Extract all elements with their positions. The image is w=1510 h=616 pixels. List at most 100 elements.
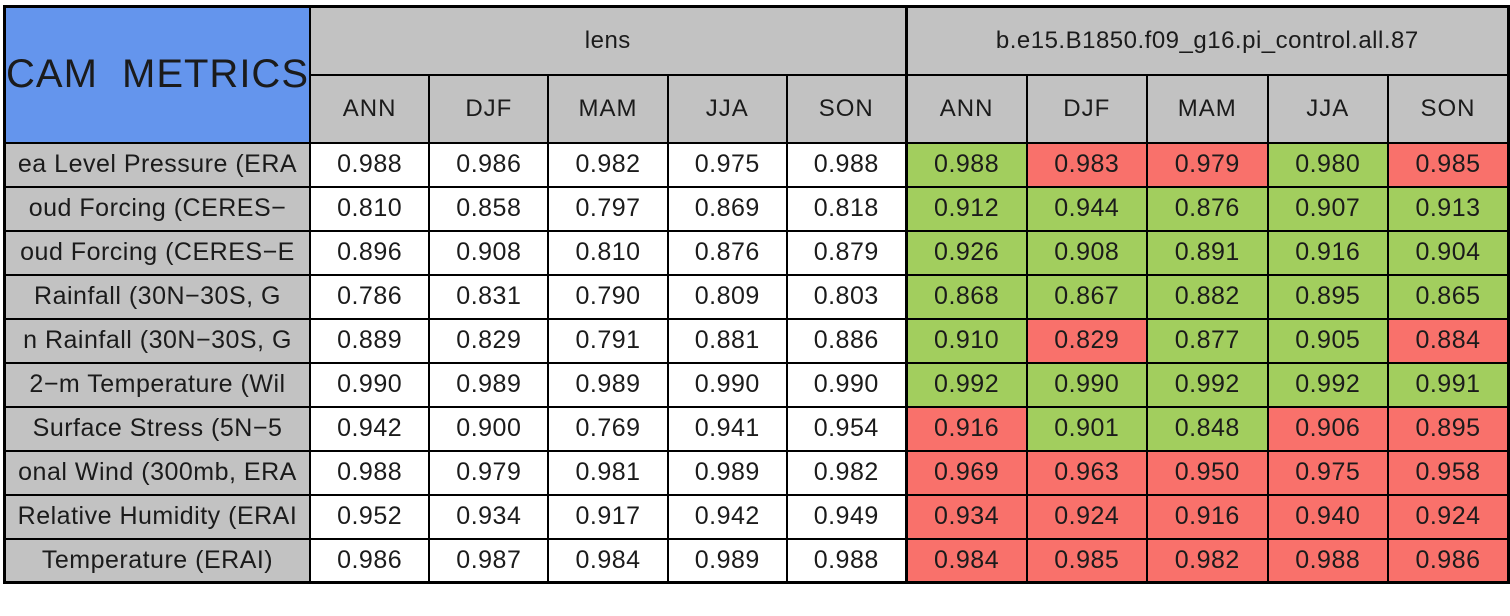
lens-value-cell: 0.809 [666, 273, 788, 320]
control-value-cell: 0.944 [1025, 185, 1149, 232]
season-header-control-djf: DJF [1025, 73, 1149, 144]
control-value-cell: 0.884 [1386, 317, 1510, 364]
control-value-cell: 0.912 [904, 185, 1028, 232]
metric-label: Relative Humidity (ERAI [3, 493, 311, 540]
lens-value-cell: 0.990 [666, 361, 788, 408]
control-value-cell: 0.975 [1266, 449, 1389, 496]
table-row: 2−m Temperature (Wil 0.990 0.989 0.989 0.990… [3, 361, 1510, 408]
lens-value-cell: 0.949 [785, 493, 908, 540]
season-header-lens-ann: ANN [308, 73, 431, 144]
lens-value-cell: 0.917 [547, 493, 669, 540]
lens-value-cell: 0.858 [428, 185, 550, 232]
control-value-cell: 0.992 [1266, 361, 1389, 408]
lens-value-cell: 0.982 [785, 449, 908, 496]
control-value-cell: 0.905 [1266, 317, 1389, 364]
control-value-cell: 0.906 [1266, 405, 1389, 452]
lens-value-cell: 0.988 [785, 141, 908, 188]
control-value-cell: 0.992 [904, 361, 1028, 408]
metric-label: Surface Stress (5N−5 [3, 405, 311, 452]
control-value-cell: 0.924 [1386, 493, 1510, 540]
metric-label: 2−m Temperature (Wil [3, 361, 311, 408]
lens-value-cell: 0.769 [547, 405, 669, 452]
lens-value-cell: 0.986 [308, 537, 431, 584]
control-value-cell: 0.991 [1386, 361, 1510, 408]
season-header-lens-djf: DJF [428, 73, 550, 144]
lens-value-cell: 0.879 [785, 229, 908, 276]
table-title: CAM METRICS [3, 5, 311, 144]
control-value-cell: 0.876 [1146, 185, 1269, 232]
lens-value-cell: 0.797 [547, 185, 669, 232]
lens-value-cell: 0.988 [308, 449, 431, 496]
table-row: n Rainfall (30N−30S, G 0.889 0.829 0.791 0.8… [3, 317, 1510, 364]
lens-value-cell: 0.989 [666, 537, 788, 584]
lens-value-cell: 0.869 [666, 185, 788, 232]
lens-value-cell: 0.896 [308, 229, 431, 276]
lens-value-cell: 0.954 [785, 405, 908, 452]
control-value-cell: 0.904 [1386, 229, 1510, 276]
control-value-cell: 0.924 [1025, 493, 1149, 540]
lens-value-cell: 0.989 [666, 449, 788, 496]
lens-value-cell: 0.908 [428, 229, 550, 276]
control-value-cell: 0.988 [1266, 537, 1389, 584]
table-row: oud Forcing (CERES− 0.810 0.858 0.797 0.869 0… [3, 185, 1510, 232]
control-value-cell: 0.868 [904, 273, 1028, 320]
control-value-cell: 0.882 [1146, 273, 1269, 320]
season-header-control-mam: MAM [1146, 73, 1269, 144]
control-value-cell: 0.988 [904, 141, 1028, 188]
metric-label: ea Level Pressure (ERA [3, 141, 311, 188]
lens-value-cell: 0.984 [547, 537, 669, 584]
table-row: Relative Humidity (ERAI 0.952 0.934 0.917 0.… [3, 493, 1510, 540]
group-header-control-run: b.e15.B1850.f09_g16.pi_control.all.87 [904, 5, 1510, 76]
lens-value-cell: 0.900 [428, 405, 550, 452]
control-value-cell: 0.980 [1266, 141, 1389, 188]
metric-label: Rainfall (30N−30S, G [3, 273, 311, 320]
control-value-cell: 0.979 [1146, 141, 1269, 188]
lens-value-cell: 0.981 [547, 449, 669, 496]
control-value-cell: 0.891 [1146, 229, 1269, 276]
lens-value-cell: 0.979 [428, 449, 550, 496]
control-value-cell: 0.913 [1386, 185, 1510, 232]
control-value-cell: 0.916 [904, 405, 1028, 452]
table-row: Rainfall (30N−30S, G 0.786 0.831 0.790 0.809… [3, 273, 1510, 320]
season-header-control-jja: JJA [1266, 73, 1389, 144]
lens-value-cell: 0.941 [666, 405, 788, 452]
lens-value-cell: 0.934 [428, 493, 550, 540]
control-value-cell: 0.910 [904, 317, 1028, 364]
group-header-lens: lens [308, 5, 908, 76]
control-value-cell: 0.926 [904, 229, 1028, 276]
metric-label: n Rainfall (30N−30S, G [3, 317, 311, 364]
season-header-control-ann: ANN [904, 73, 1028, 144]
control-value-cell: 0.958 [1386, 449, 1510, 496]
control-value-cell: 0.877 [1146, 317, 1269, 364]
control-value-cell: 0.985 [1025, 537, 1149, 584]
control-value-cell: 0.992 [1146, 361, 1269, 408]
header-row-seasons: ANN DJF MAM JJA SON ANN DJF MAM JJA SON [5, 73, 1510, 144]
season-header-lens-jja: JJA [666, 73, 788, 144]
lens-value-cell: 0.952 [308, 493, 431, 540]
control-value-cell: 0.934 [904, 493, 1028, 540]
header-row-groups: CAM METRICS lens b.e15.B1850.f09_g16.pi_… [3, 5, 1510, 144]
control-value-cell: 0.983 [1025, 141, 1149, 188]
control-value-cell: 0.895 [1266, 273, 1389, 320]
control-value-cell: 0.916 [1146, 493, 1269, 540]
lens-value-cell: 0.810 [308, 185, 431, 232]
lens-value-cell: 0.791 [547, 317, 669, 364]
lens-value-cell: 0.989 [547, 361, 669, 408]
table-row: oud Forcing (CERES−E 0.896 0.908 0.810 0.876… [3, 229, 1510, 276]
metric-label: oud Forcing (CERES− [3, 185, 311, 232]
control-value-cell: 0.916 [1266, 229, 1389, 276]
lens-value-cell: 0.886 [785, 317, 908, 364]
table-body: ea Level Pressure (ERA 0.988 0.986 0.982 0.9… [3, 141, 1510, 584]
control-value-cell: 0.963 [1025, 449, 1149, 496]
lens-value-cell: 0.990 [308, 361, 431, 408]
metric-label: oud Forcing (CERES−E [3, 229, 311, 276]
control-value-cell: 0.908 [1025, 229, 1149, 276]
metric-label: Temperature (ERAI) [3, 537, 311, 584]
control-value-cell: 0.990 [1025, 361, 1149, 408]
table-row: Surface Stress (5N−5 0.942 0.900 0.769 0.941… [3, 405, 1510, 452]
control-value-cell: 0.907 [1266, 185, 1389, 232]
table-row: onal Wind (300mb, ERA 0.988 0.979 0.981 0.98… [3, 449, 1510, 496]
lens-value-cell: 0.975 [666, 141, 788, 188]
control-value-cell: 0.984 [904, 537, 1028, 584]
control-value-cell: 0.829 [1025, 317, 1149, 364]
